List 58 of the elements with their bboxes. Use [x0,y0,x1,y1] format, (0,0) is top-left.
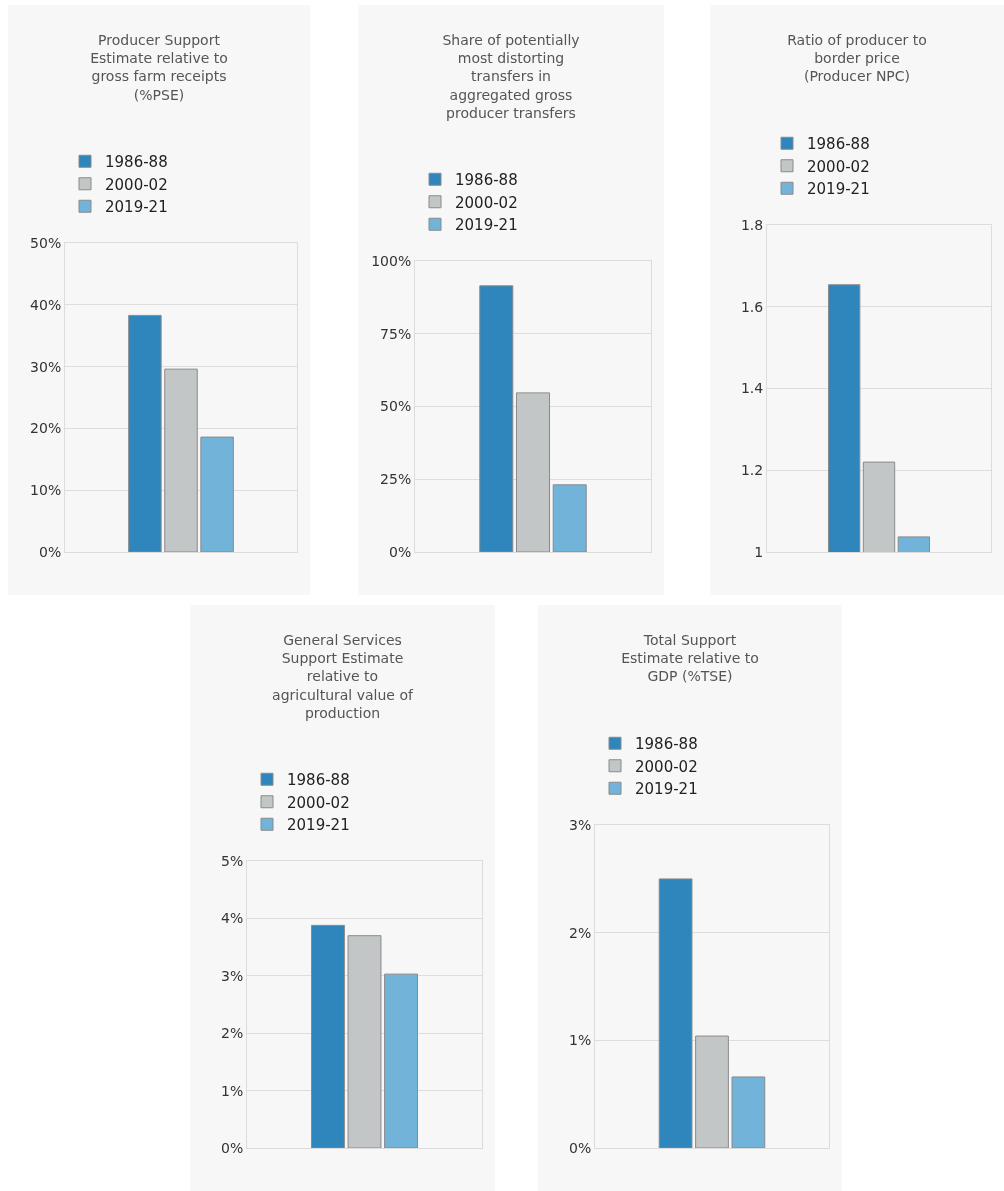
legend-label: 1986-88 [105,153,168,172]
y-tick-label: 5% [220,853,244,869]
y-tick-label: 1.8 [740,217,764,233]
bar [658,878,693,1148]
legend-label: 2000-02 [807,157,870,176]
chart-title: General Services Support Estimate relative to agricultural value of production [272,632,414,721]
y-tick-label: 3% [568,817,592,833]
y-tick-label: 40% [30,296,62,313]
y-tick-label: 4% [220,910,244,927]
y-tick-label: 1% [568,1032,592,1049]
legend-label: 2019-21 [635,780,698,799]
legend-label: 1986-88 [635,735,698,754]
y-tick-label: 2% [220,1025,244,1042]
y-tick-label: 2% [568,924,592,941]
y-tick-label: 30% [30,358,62,375]
legend-label: 1986-88 [287,771,350,790]
y-tick-label: 1.4 [740,380,764,397]
bar [731,1076,766,1148]
y-tick-label: 75% [380,325,412,342]
y-tick-label: 50% [380,398,412,415]
y-tick-label: 100% [371,253,412,269]
bar [384,973,419,1148]
bar [128,314,162,552]
legend-label: 2000-02 [635,757,698,776]
legend-label: 2019-21 [105,198,168,217]
legend-label: 1986-88 [807,135,870,154]
chart-title: Producer Support Estimate relative to gross farm receipts (%PSE) [90,32,228,103]
bar [515,392,551,552]
chart-title: Share of potentially most distorting transfers in aggregated gross producer transfers [442,32,580,121]
legend-label: 1986-88 [455,171,518,190]
y-tick-label: 1% [220,1082,244,1099]
y-tick-label: 0% [220,1139,244,1156]
y-tick-label: 0% [38,543,62,560]
bar [347,935,382,1148]
y-tick-label: 1.2 [740,462,764,479]
bar [200,436,234,552]
y-tick-label: 1 [754,543,764,560]
y-tick-label: 0% [388,543,412,560]
y-tick-label: 50% [30,235,62,251]
y-tick-label: 10% [30,482,62,499]
bar [695,1035,729,1148]
legend-label: 2000-02 [105,175,168,194]
bar [310,924,345,1148]
y-tick-label: 3% [220,967,244,984]
bar [164,368,198,552]
legend-label: 2019-21 [287,816,350,835]
legend-label: 2019-21 [807,180,870,199]
legend-label: 2019-21 [455,216,518,235]
legend-label: 2000-02 [287,793,350,812]
bar [552,484,587,552]
legend-label: 2000-02 [455,193,518,212]
chart-title: Ratio of producer to border price (Producer NPC) [787,32,927,85]
y-tick-label: 1.6 [740,298,764,315]
y-tick-label: 25% [380,471,412,488]
bar [479,285,514,552]
y-tick-label: 0% [568,1139,592,1156]
chart-title: Total Support Estimate relative to GDP (%TSE) [621,632,759,685]
y-tick-label: 20% [30,420,62,437]
